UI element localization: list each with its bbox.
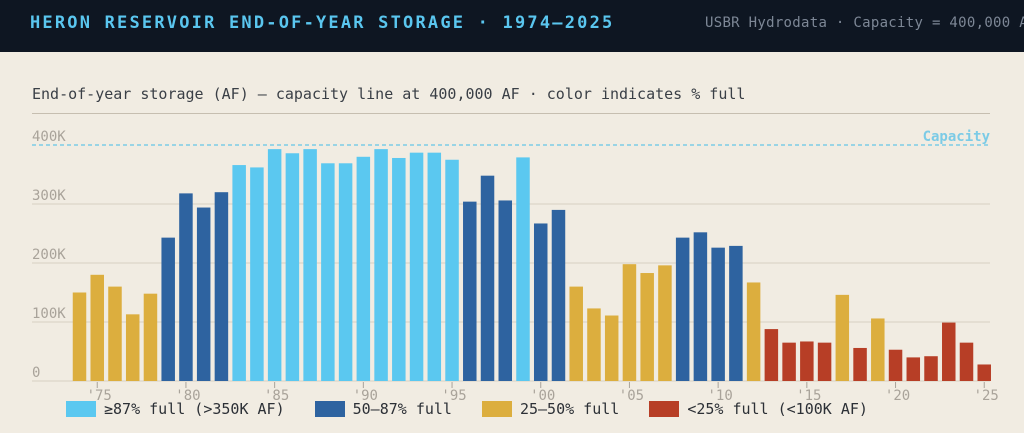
bar-2007 (658, 265, 672, 381)
legend-swatch-low (481, 401, 512, 417)
bar-1992 (392, 157, 406, 381)
bar-2021 (906, 357, 921, 381)
x-tick-label: '20 (885, 388, 910, 404)
x-tick-label: '85 (264, 388, 289, 404)
bar-2005 (622, 264, 637, 381)
x-tick-label: '25 (974, 388, 999, 404)
legend-label-mid: 50–87% full (352, 400, 452, 418)
x-tick-label: '05 (619, 388, 644, 404)
legend-item-high: ≥87% full (>350K AF) (66, 400, 285, 418)
x-tick-label: '95 (441, 388, 466, 404)
bar-1997 (480, 175, 495, 381)
bar-2000 (533, 223, 548, 381)
bar-2001 (551, 209, 566, 381)
legend-label-crit: <25% full (<100K AF) (687, 400, 868, 418)
bar-1978 (143, 293, 158, 381)
bar-2014 (782, 342, 796, 381)
legend-swatch-crit (649, 401, 680, 417)
bar-1974 (72, 292, 87, 381)
bar-2003 (587, 308, 601, 381)
bar-2008 (675, 237, 690, 381)
bar-1982 (214, 192, 229, 381)
bar-1990 (356, 156, 371, 381)
bar-2012 (746, 282, 761, 381)
bar-1994 (427, 152, 442, 381)
bar-2024 (959, 342, 974, 381)
legend-swatch-high (66, 401, 96, 417)
legend-label-low: 25–50% full (519, 400, 620, 418)
bar-1976 (108, 286, 122, 381)
y-tick-label: 200K (32, 247, 66, 263)
bar-2019 (871, 318, 885, 381)
legend-item-mid: 50–87% full (314, 400, 452, 418)
bar-2004 (604, 315, 619, 381)
bar-1985 (267, 149, 282, 381)
page-title: HERON RESERVOIR END-OF-YEAR STORAGE · 19… (30, 13, 615, 33)
bar-2018 (853, 347, 867, 381)
bar-1986 (285, 153, 300, 381)
bar-1989 (338, 163, 353, 381)
bar-2010 (711, 247, 725, 381)
bar-2015 (800, 341, 814, 381)
bar-2020 (888, 349, 903, 381)
bar-1998 (498, 200, 513, 381)
x-tick-label: '90 (353, 388, 378, 404)
bar-2011 (729, 245, 743, 381)
capacity-label: Capacity (923, 129, 991, 145)
bar-2002 (569, 286, 583, 381)
legend-label-high: ≥87% full (>350K AF) (104, 400, 285, 418)
legend-item-low: 25–50% full (481, 400, 620, 418)
x-tick-label: '80 (175, 388, 200, 404)
legend-swatch-mid (314, 401, 345, 417)
legend-item-crit: <25% full (<100K AF) (649, 400, 868, 418)
bar-2025 (977, 364, 991, 381)
bar-2013 (764, 329, 779, 381)
subtitle-divider (32, 113, 990, 114)
bar-1988 (321, 163, 335, 381)
bar-1983 (232, 165, 246, 381)
y-tick-label: 300K (32, 188, 66, 204)
bar-2006 (640, 273, 654, 381)
x-tick-label: '10 (707, 388, 732, 404)
bar-2016 (817, 342, 832, 381)
x-tick-label: '75 (87, 388, 112, 404)
bar-1979 (161, 237, 175, 381)
y-tick-label: 400K (32, 129, 66, 145)
x-tick-label: '15 (796, 388, 821, 404)
chart-legend: ≥87% full (>350K AF) 50–87% full 25–50% … (66, 398, 898, 420)
chart-subtitle: End-of-year storage (AF) — capacity line… (32, 85, 746, 103)
bar-2022 (924, 356, 938, 381)
bar-1993 (409, 152, 424, 381)
bar-1999 (516, 157, 530, 381)
x-tick-label: '00 (530, 388, 555, 404)
bar-1977 (125, 314, 140, 381)
y-tick-label: 0 (32, 365, 40, 381)
bar-1991 (374, 149, 388, 381)
bar-1995 (445, 159, 459, 381)
bar-2009 (693, 232, 708, 381)
source-note: USBR Hydrodata · Capacity = 400,000 AF (705, 15, 1024, 31)
bar-1987 (303, 149, 317, 381)
bar-1981 (196, 207, 211, 381)
bar-1984 (250, 167, 264, 381)
bar-2023 (942, 322, 956, 381)
y-tick-label: 100K (32, 306, 66, 322)
bar-1975 (90, 274, 104, 381)
bar-1980 (179, 193, 193, 381)
bar-1996 (463, 201, 477, 381)
header-bar: HERON RESERVOIR END-OF-YEAR STORAGE · 19… (0, 0, 1024, 52)
bar-2017 (835, 294, 850, 381)
